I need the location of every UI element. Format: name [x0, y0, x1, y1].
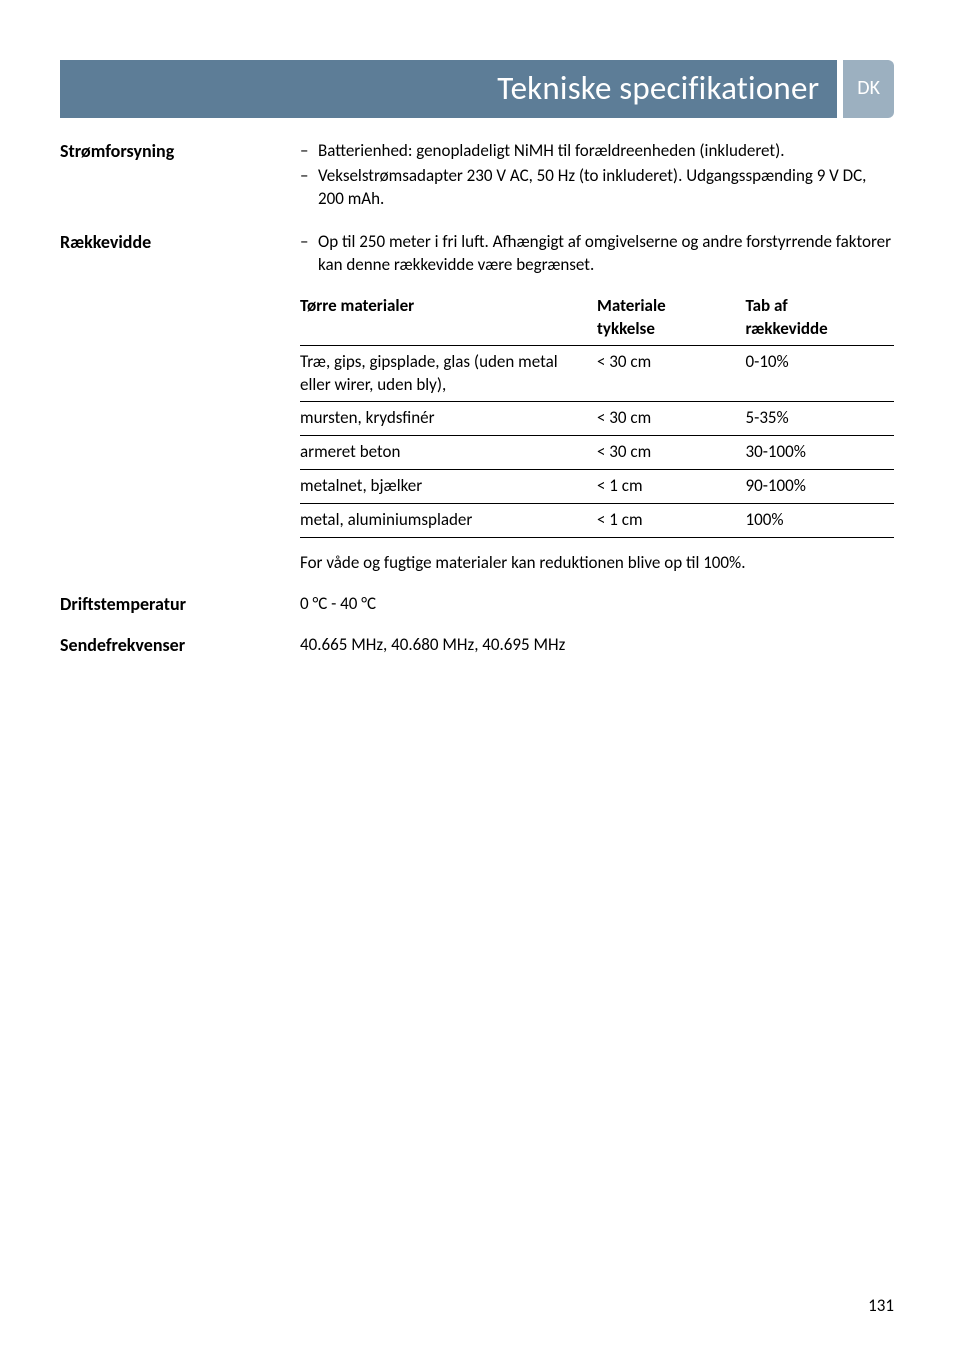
section-temperature: Driftstemperatur 0 °C - 40 °C: [60, 593, 894, 616]
list-item: – Vekselstrømsadapter 230 V AC, 50 Hz (t…: [300, 165, 894, 211]
title-bar: Tekniske specifikationer DK: [60, 60, 894, 118]
dash-icon: –: [300, 165, 318, 211]
page-title: Tekniske specifikationer: [60, 60, 837, 118]
table-cell: 100%: [746, 504, 895, 538]
table-cell: 30-100%: [746, 436, 895, 470]
table-row: metal, aluminiumsplader < 1 cm 100%: [300, 504, 894, 538]
section-body: – Op til 250 meter i fri luft. Afhængigt…: [300, 231, 894, 575]
section-value: 0 °C - 40 °C: [300, 593, 894, 616]
table-row: mursten, krydsfinér < 30 cm 5-35%: [300, 402, 894, 436]
table-row: armeret beton < 30 cm 30-100%: [300, 436, 894, 470]
list-item: – Op til 250 meter i fri luft. Afhængigt…: [300, 231, 894, 277]
page: Tekniske specifikationer DK Strømforsyni…: [0, 0, 954, 1350]
table-header: Materiale tykkelse: [597, 291, 746, 345]
table-row: metalnet, bjælker < 1 cm 90-100%: [300, 470, 894, 504]
table-row: Træ, gips, gipsplade, glas (uden metal e…: [300, 345, 894, 402]
table-cell: 90-100%: [746, 470, 895, 504]
table-footnote: For våde og fugtige materialer kan reduk…: [300, 552, 894, 575]
section-value: 40.665 MHz, 40.680 MHz, 40.695 MHz: [300, 634, 894, 657]
table-cell: 0-10%: [746, 345, 895, 402]
dash-icon: –: [300, 231, 318, 277]
table-cell: < 30 cm: [597, 345, 746, 402]
table-cell: armeret beton: [300, 436, 597, 470]
list-item: – Batterienhed: genopladeligt NiMH til f…: [300, 140, 894, 163]
list-item-text: Op til 250 meter i fri luft. Afhængigt a…: [318, 231, 894, 277]
table-header-row: Tørre materialer Materiale tykkelse Tab …: [300, 291, 894, 345]
table-cell: mursten, krydsfinér: [300, 402, 597, 436]
table-cell: metalnet, bjælker: [300, 470, 597, 504]
materials-table: Tørre materialer Materiale tykkelse Tab …: [300, 291, 894, 539]
table-cell: Træ, gips, gipsplade, glas (uden metal e…: [300, 345, 597, 402]
section-power: Strømforsyning – Batterienhed: genoplade…: [60, 140, 894, 213]
dash-icon: –: [300, 140, 318, 163]
table-header: Tørre materialer: [300, 291, 597, 345]
table-cell: < 1 cm: [597, 470, 746, 504]
list-item-text: Vekselstrømsadapter 230 V AC, 50 Hz (to …: [318, 165, 894, 211]
section-label: Driftstemperatur: [60, 593, 300, 616]
section-label: Sendefrekvenser: [60, 634, 300, 657]
section-body: – Batterienhed: genopladeligt NiMH til f…: [300, 140, 894, 213]
table-cell: < 30 cm: [597, 402, 746, 436]
table-header: Tab af rækkevidde: [746, 291, 895, 345]
section-label: Rækkevidde: [60, 231, 300, 575]
page-number: 131: [868, 1295, 894, 1316]
section-frequencies: Sendefrekvenser 40.665 MHz, 40.680 MHz, …: [60, 634, 894, 657]
table-cell: < 1 cm: [597, 504, 746, 538]
list-item-text: Batterienhed: genopladeligt NiMH til for…: [318, 140, 785, 163]
section-range: Rækkevidde – Op til 250 meter i fri luft…: [60, 231, 894, 575]
table-cell: metal, aluminiumsplader: [300, 504, 597, 538]
table-cell: < 30 cm: [597, 436, 746, 470]
language-tab: DK: [843, 60, 894, 118]
section-label: Strømforsyning: [60, 140, 300, 213]
table-cell: 5-35%: [746, 402, 895, 436]
